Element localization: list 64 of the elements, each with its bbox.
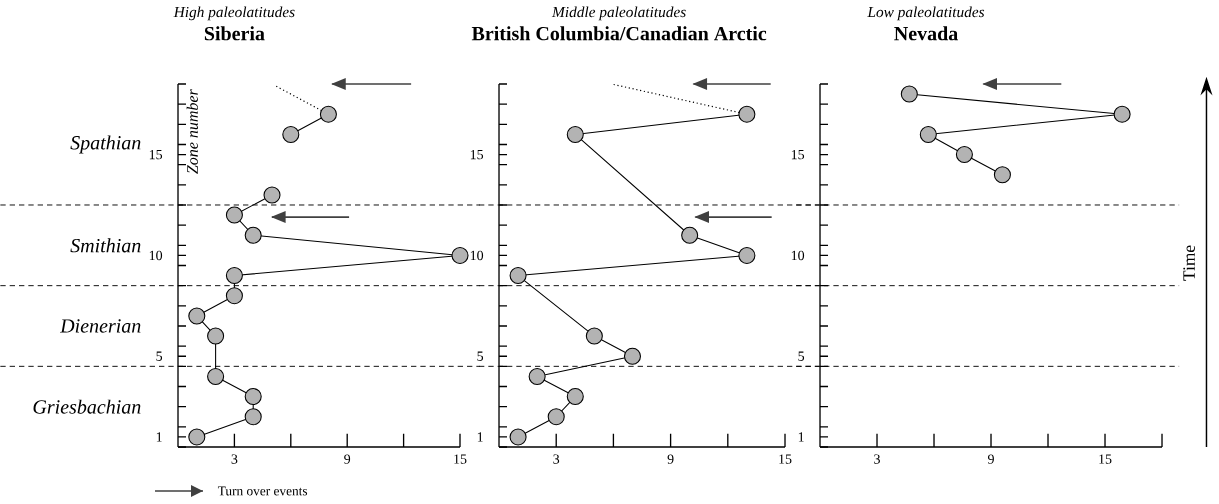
point [244, 388, 262, 406]
y-tick-label: 1 [798, 432, 804, 442]
point [566, 125, 584, 143]
point [623, 347, 642, 365]
y-tick-label: 5 [156, 351, 163, 361]
y-tick-label: 5 [477, 351, 484, 361]
x-tick-label: 15 [779, 454, 792, 464]
y-tick-label: 10 [470, 250, 484, 261]
y-tick-label: 15 [791, 149, 805, 160]
text: Griesbachian [33, 399, 141, 414]
point [528, 367, 546, 385]
x-tick-label: 15 [1099, 454, 1112, 464]
x-tick-label: 9 [667, 454, 674, 464]
text: Smithian [70, 238, 141, 253]
point [225, 267, 243, 285]
point [207, 367, 225, 385]
y-tick-label: 1 [156, 432, 162, 442]
point [955, 146, 973, 164]
y-tick-label: 15 [149, 149, 163, 160]
chart-title: Nevada [894, 26, 958, 41]
point [225, 287, 243, 305]
text: Spathian [70, 135, 141, 154]
point [585, 327, 603, 345]
x-tick-label: 3 [874, 454, 880, 464]
point [207, 327, 225, 345]
x-tick-label: 3 [553, 454, 560, 464]
y-axis-title: Zone number [186, 89, 198, 174]
legend-label: Turn over events [217, 486, 308, 496]
chart-subtitle: Low paleolatitudes [867, 6, 985, 21]
point [244, 226, 262, 244]
point [1113, 105, 1131, 123]
x-tick-label: 9 [987, 454, 994, 464]
point [244, 408, 262, 426]
chart-title: British Columbia/Canadian Arctic [471, 26, 767, 41]
point [451, 246, 469, 264]
x-tick-label: 3 [231, 454, 238, 464]
point [225, 206, 243, 224]
point [509, 428, 527, 446]
y-tick-label: 15 [470, 149, 484, 160]
text: Time [1183, 245, 1195, 281]
point [547, 408, 565, 426]
point [566, 388, 584, 406]
text: Dienerian [59, 319, 141, 333]
point [319, 105, 337, 123]
point [263, 186, 281, 204]
point [282, 125, 300, 143]
y-tick-label: 10 [791, 250, 805, 261]
point [188, 307, 206, 325]
x-tick-label: 9 [344, 454, 351, 464]
chart-subtitle: High paleolatitudes [173, 6, 295, 21]
y-tick-label: 10 [149, 250, 163, 261]
point [900, 85, 918, 103]
point [738, 105, 756, 123]
point [993, 166, 1011, 184]
chart-subtitle: Middle paleolatitudes [551, 6, 686, 21]
point [738, 246, 756, 264]
point [919, 125, 937, 143]
y-tick-label: 5 [798, 351, 805, 361]
point [188, 428, 206, 446]
x-tick-label: 15 [454, 454, 467, 464]
chart-title: Siberia [204, 26, 265, 41]
point [509, 267, 527, 285]
point [681, 226, 699, 244]
y-tick-label: 1 [477, 432, 483, 442]
